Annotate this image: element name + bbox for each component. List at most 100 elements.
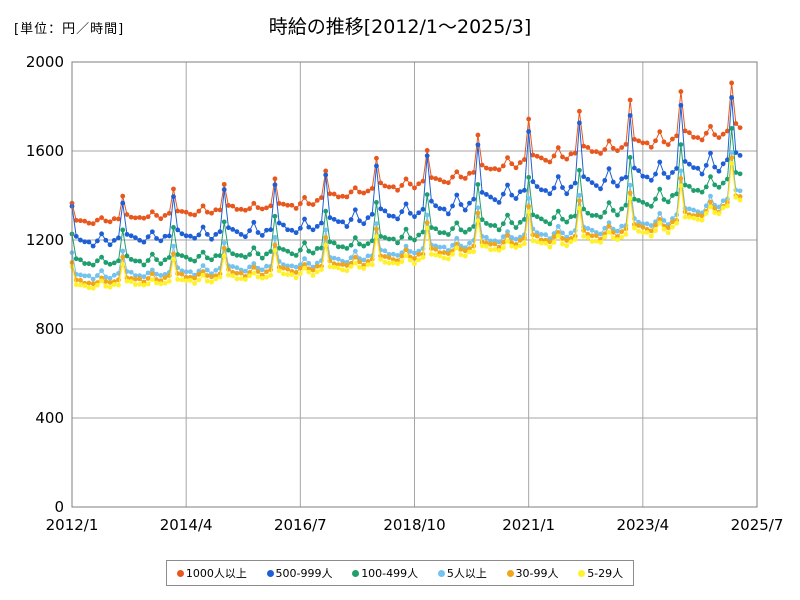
data-point [86, 261, 92, 267]
data-point [357, 189, 362, 195]
data-point [420, 255, 426, 260]
data-point [158, 281, 164, 287]
data-point [120, 248, 126, 254]
data-point [107, 261, 113, 267]
data-point [217, 229, 223, 235]
data-point [285, 248, 291, 254]
data-point [179, 231, 185, 237]
data-point [445, 211, 451, 217]
data-point [133, 258, 138, 264]
data-point [78, 237, 83, 243]
data-point [175, 227, 181, 233]
data-point [686, 214, 692, 220]
data-point [386, 184, 392, 190]
data-point [145, 281, 151, 287]
data-point [555, 223, 561, 229]
data-point [737, 194, 743, 199]
data-point [445, 256, 451, 262]
data-point [230, 269, 236, 275]
data-point [517, 219, 523, 225]
data-point [90, 221, 96, 227]
data-point [496, 239, 502, 245]
data-point [530, 152, 536, 158]
data-point [128, 257, 134, 262]
data-point [251, 200, 257, 206]
x-tick-label: 2014/4 [160, 516, 213, 534]
data-point [462, 248, 468, 254]
data-point [259, 255, 265, 261]
data-point [331, 264, 337, 270]
data-point [196, 208, 202, 214]
data-point [450, 226, 455, 232]
data-point [162, 233, 168, 239]
data-point [627, 113, 633, 118]
data-point [238, 270, 244, 276]
data-point [610, 229, 616, 235]
data-point [619, 234, 625, 240]
data-point [297, 271, 303, 277]
data-point [441, 206, 447, 212]
data-point [496, 227, 502, 233]
data-point [314, 197, 320, 203]
data-point [179, 271, 185, 277]
data-point [547, 239, 553, 245]
data-point [204, 267, 210, 273]
data-point [581, 228, 587, 233]
data-point [593, 149, 599, 155]
data-point [500, 163, 506, 169]
data-point [78, 257, 83, 263]
data-point [187, 277, 193, 283]
data-point [352, 254, 358, 260]
data-point [560, 230, 565, 236]
data-point [416, 232, 422, 238]
data-point [192, 258, 198, 264]
data-point [217, 274, 223, 280]
data-point [137, 273, 143, 279]
data-point [331, 255, 337, 261]
data-point [737, 197, 743, 203]
data-point [323, 235, 329, 240]
data-point [319, 267, 324, 272]
data-point [162, 212, 168, 218]
data-point [120, 261, 126, 267]
data-point [526, 196, 532, 202]
data-point [242, 207, 248, 213]
data-point [433, 243, 439, 249]
data-point [137, 237, 143, 243]
data-point [437, 253, 443, 259]
data-point [454, 220, 460, 226]
data-point [357, 241, 362, 247]
series-0 [69, 80, 743, 227]
data-point [196, 232, 202, 238]
data-point [352, 185, 358, 191]
data-point [615, 228, 620, 234]
data-point [386, 236, 392, 242]
data-point [289, 251, 295, 257]
data-point [708, 204, 713, 210]
data-point [712, 182, 718, 188]
data-point [733, 121, 739, 126]
data-point [560, 236, 565, 241]
data-point [192, 281, 198, 286]
data-point [272, 182, 278, 188]
data-point [437, 230, 443, 236]
data-point [720, 198, 726, 204]
data-point [505, 212, 510, 218]
data-point [509, 243, 515, 249]
data-point [289, 202, 295, 208]
data-point [640, 230, 646, 236]
data-point [133, 273, 138, 279]
data-point [141, 274, 147, 280]
data-point [547, 159, 553, 165]
data-point [458, 246, 464, 252]
data-point [551, 153, 557, 159]
data-point [149, 277, 155, 282]
data-point [577, 120, 582, 126]
data-point [437, 244, 443, 250]
data-point [585, 226, 591, 231]
data-point [467, 240, 472, 246]
data-point [374, 163, 379, 169]
data-point [475, 218, 481, 224]
data-point [158, 238, 164, 244]
data-point [627, 182, 633, 188]
